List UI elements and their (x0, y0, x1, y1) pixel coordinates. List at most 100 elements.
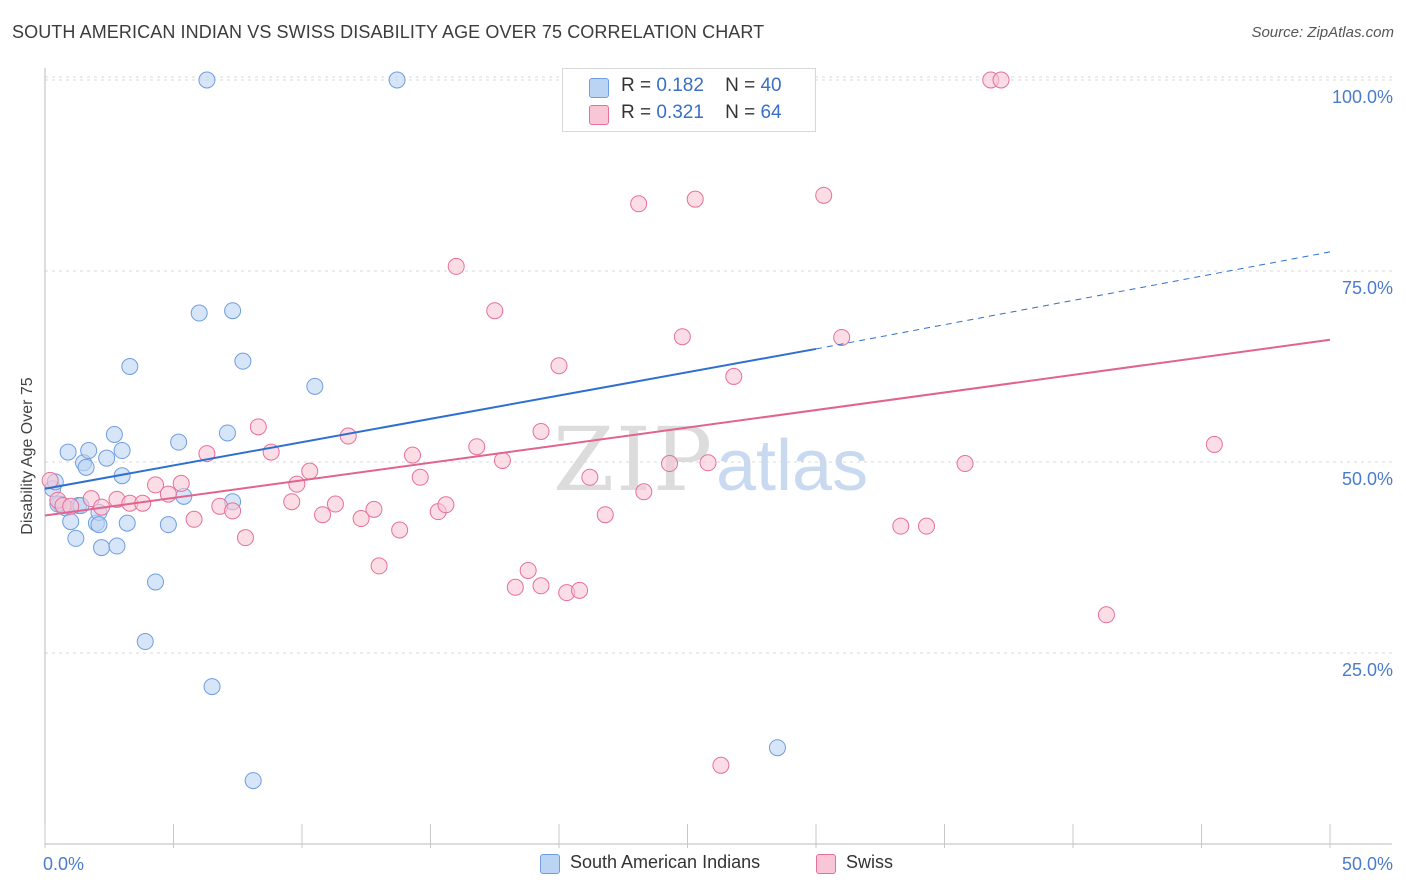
point-south-american-indians (108, 537, 126, 555)
point-swiss (571, 581, 589, 599)
point-swiss (283, 493, 301, 511)
point-swiss (147, 476, 165, 494)
point-swiss (411, 468, 429, 486)
legend-label: Swiss (846, 852, 894, 872)
point-swiss (326, 495, 344, 513)
y-tick-label: 100.0% (1332, 87, 1393, 107)
point-swiss (391, 521, 409, 539)
x-tick-label: 50.0% (1342, 854, 1393, 874)
point-south-american-indians (118, 514, 136, 532)
point-swiss (519, 561, 537, 579)
y-tick-label: 50.0% (1342, 469, 1393, 489)
point-south-american-indians (224, 302, 242, 320)
y-tick-label: 25.0% (1342, 660, 1393, 680)
point-south-american-indians (147, 573, 165, 591)
legend-item-swiss[interactable]: Swiss (816, 852, 916, 876)
point-swiss (686, 190, 704, 208)
point-swiss (185, 510, 203, 528)
legend-swatch-blue (540, 854, 560, 874)
n-value: 64 (760, 102, 782, 123)
point-south-american-indians (121, 358, 139, 375)
n-label: N = (725, 75, 756, 96)
legend-label: South American Indians (570, 852, 761, 872)
point-swiss (365, 500, 383, 518)
point-swiss (1205, 435, 1223, 453)
point-swiss (532, 577, 550, 595)
point-swiss (236, 529, 254, 547)
r-label: R = (621, 102, 652, 123)
point-south-american-indians (218, 424, 236, 442)
point-south-american-indians (62, 513, 80, 531)
point-swiss (468, 438, 486, 456)
point-swiss (486, 302, 504, 320)
point-south-american-indians (98, 449, 116, 467)
point-swiss (249, 418, 267, 436)
point-south-american-indians (80, 442, 98, 460)
chart-source: Source: ZipAtlas.com (1251, 24, 1394, 41)
point-swiss (62, 497, 80, 515)
stats-legend: R = 0.182 N = 40 R = 0.321 N = 64 (562, 68, 816, 132)
y-tick-label: 75.0% (1342, 278, 1393, 298)
point-swiss (815, 186, 833, 204)
point-south-american-indians (136, 633, 154, 651)
point-swiss (712, 756, 730, 774)
point-swiss (172, 474, 190, 492)
legend-swatch-pink (589, 105, 609, 125)
point-swiss (661, 455, 679, 473)
point-swiss (992, 71, 1010, 89)
point-swiss (288, 475, 306, 493)
point-swiss (314, 506, 332, 524)
point-south-american-indians (203, 678, 221, 696)
point-south-american-indians (113, 442, 131, 460)
legend-item-south-american-indians[interactable]: South American Indians (540, 852, 800, 876)
chart-title: SOUTH AMERICAN INDIAN VS SWISS DISABILIT… (12, 22, 765, 42)
point-swiss (301, 462, 319, 480)
r-value: 0.182 (656, 75, 704, 96)
point-south-american-indians (768, 739, 786, 757)
point-swiss (437, 496, 455, 514)
point-swiss (370, 557, 388, 575)
point-swiss (506, 578, 524, 596)
trendline-south-american-indians (44, 347, 817, 490)
point-south-american-indians (105, 425, 123, 443)
point-south-american-indians (234, 352, 252, 370)
point-swiss (493, 451, 511, 469)
point-swiss (532, 422, 550, 440)
r-label: R = (621, 75, 652, 96)
point-south-american-indians (170, 433, 188, 451)
point-swiss (224, 502, 242, 520)
point-swiss (339, 427, 357, 445)
point-swiss (596, 506, 614, 524)
point-south-american-indians (198, 71, 216, 89)
legend-swatch-pink (816, 854, 836, 874)
point-south-american-indians (67, 529, 85, 547)
point-swiss (352, 510, 370, 528)
point-swiss (725, 367, 743, 385)
point-swiss (1097, 606, 1115, 624)
legend-swatch-blue (589, 78, 609, 98)
point-south-american-indians (388, 71, 406, 89)
point-swiss (550, 357, 568, 375)
point-swiss (699, 454, 717, 472)
point-swiss (581, 468, 599, 486)
trendline-swiss (44, 338, 1331, 517)
point-swiss (892, 517, 910, 535)
point-south-american-indians (90, 516, 108, 534)
point-swiss (918, 517, 936, 535)
x-tick-label: 0.0% (43, 854, 84, 874)
watermark-atlas: atlas (716, 426, 868, 506)
point-swiss (404, 446, 422, 464)
point-swiss (956, 455, 974, 473)
point-swiss (630, 195, 648, 213)
point-swiss (635, 483, 653, 501)
watermark-zip: ZIP (553, 408, 714, 511)
point-south-american-indians (159, 516, 177, 534)
point-swiss (198, 445, 216, 463)
trendline-extension-south-american-indians (815, 251, 1331, 350)
point-swiss (833, 328, 851, 346)
r-value: 0.321 (656, 102, 704, 123)
point-south-american-indians (244, 772, 262, 790)
n-value: 40 (760, 75, 782, 96)
point-south-american-indians (59, 443, 77, 461)
